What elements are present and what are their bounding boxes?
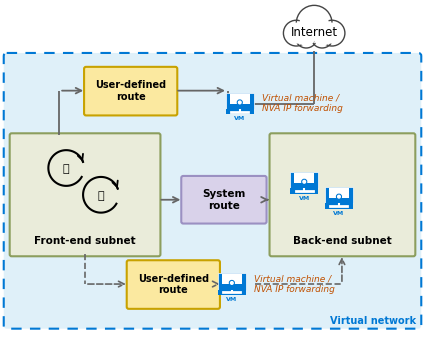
Text: VM: VM xyxy=(234,116,245,121)
Bar xyxy=(329,188,349,198)
Circle shape xyxy=(286,23,307,44)
Bar xyxy=(290,172,318,188)
Bar xyxy=(290,188,318,194)
Circle shape xyxy=(283,20,309,46)
Circle shape xyxy=(296,5,332,41)
Bar xyxy=(222,274,242,284)
Bar xyxy=(226,109,254,115)
Circle shape xyxy=(302,179,307,184)
FancyBboxPatch shape xyxy=(181,176,267,223)
Bar xyxy=(226,93,254,109)
FancyBboxPatch shape xyxy=(84,67,177,116)
Text: User-defined
route: User-defined route xyxy=(95,80,166,102)
Circle shape xyxy=(313,28,331,46)
Text: VM: VM xyxy=(226,297,237,302)
FancyBboxPatch shape xyxy=(10,133,161,256)
Circle shape xyxy=(297,28,315,46)
Circle shape xyxy=(338,195,340,198)
Text: 🛒: 🛒 xyxy=(63,164,69,174)
Circle shape xyxy=(230,282,233,284)
Bar xyxy=(230,94,250,104)
Text: VM: VM xyxy=(299,196,310,201)
Bar xyxy=(325,203,353,209)
Text: Front-end subnet: Front-end subnet xyxy=(34,236,136,246)
Circle shape xyxy=(303,180,305,183)
Circle shape xyxy=(319,20,345,46)
Text: User-defined
route: User-defined route xyxy=(138,274,209,295)
Text: Virtual network: Virtual network xyxy=(330,316,416,326)
Text: Internet: Internet xyxy=(291,26,338,39)
Text: Virtual machine /
NVA IP forwarding: Virtual machine / NVA IP forwarding xyxy=(262,94,343,113)
Bar xyxy=(294,173,314,183)
Text: VM: VM xyxy=(333,211,345,216)
Circle shape xyxy=(230,281,234,285)
FancyBboxPatch shape xyxy=(4,53,421,329)
Text: Back-end subnet: Back-end subnet xyxy=(293,236,392,246)
Circle shape xyxy=(295,26,317,48)
FancyBboxPatch shape xyxy=(127,260,220,309)
Text: System
route: System route xyxy=(202,189,246,211)
Text: 🛒: 🛒 xyxy=(98,191,104,201)
Circle shape xyxy=(237,100,242,105)
Text: Virtual machine /
NVA IP forwarding: Virtual machine / NVA IP forwarding xyxy=(253,274,334,294)
Circle shape xyxy=(322,23,343,44)
Bar xyxy=(218,273,246,290)
Circle shape xyxy=(337,194,341,199)
Circle shape xyxy=(239,101,241,104)
Bar xyxy=(218,290,246,295)
Circle shape xyxy=(299,8,329,38)
Bar xyxy=(325,187,353,203)
Circle shape xyxy=(311,26,333,48)
FancyBboxPatch shape xyxy=(270,133,415,256)
